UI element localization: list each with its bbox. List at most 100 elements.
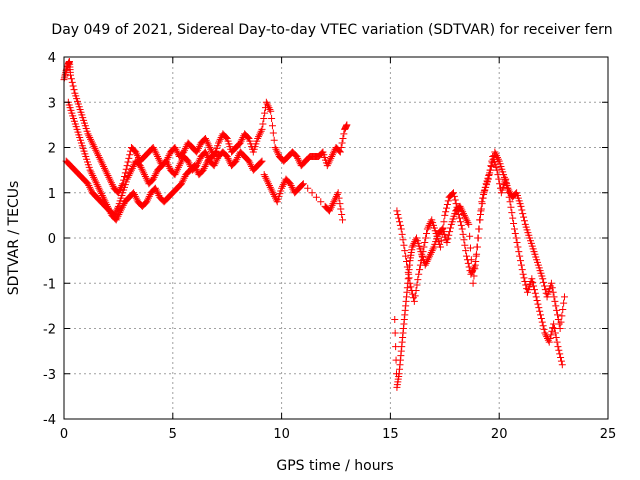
data-point-interp [165, 152, 173, 160]
data-point-interp [140, 169, 148, 177]
data-point-interp [559, 305, 567, 313]
data-point-interp [558, 312, 566, 320]
data-point-interp [331, 196, 339, 204]
data-point [90, 175, 98, 183]
data-point-interp [290, 150, 298, 158]
data-point-interp [95, 153, 103, 161]
data-point-interp [154, 190, 162, 198]
data-point-interp [116, 209, 124, 217]
data-point [426, 252, 434, 260]
data-point-interp [162, 196, 170, 204]
data-point-interp [188, 164, 196, 172]
data-point-interp [297, 182, 305, 190]
data-point-interp [512, 234, 520, 242]
data-point-interp [87, 168, 95, 176]
data-point-interp [543, 333, 551, 341]
data-point-interp [142, 174, 150, 182]
data-point-interp [115, 187, 123, 195]
data-point-interp [242, 132, 250, 140]
data-point-interp [509, 214, 517, 222]
data-point-interp [407, 283, 415, 291]
data-point-interp [164, 153, 172, 161]
data-point-interp [90, 191, 98, 199]
data-point-interp [391, 329, 399, 337]
data-point-interp [329, 200, 337, 208]
data-point-interp [418, 252, 426, 260]
data-point-interp [123, 196, 131, 204]
data-point-interp [122, 178, 130, 186]
data-point-interp [94, 150, 102, 158]
data-point-interp [174, 163, 182, 171]
data-point-interp [221, 132, 229, 140]
data-point-interp [255, 133, 263, 141]
data-point-interp [104, 172, 112, 180]
data-point-interp [87, 137, 95, 145]
data-point-interp [278, 182, 286, 190]
data-point-interp [516, 200, 524, 208]
data-point-interp [326, 156, 334, 164]
data-point-interp [424, 223, 432, 231]
data-point-interp [234, 153, 242, 161]
x-tick-label: 25 [600, 427, 617, 442]
data-point [465, 220, 473, 228]
data-point-interp [416, 266, 424, 274]
data-point-interp [168, 146, 176, 154]
data-point-interp [89, 141, 97, 149]
data-point [554, 343, 562, 351]
data-point-interp [195, 143, 203, 151]
data-point-interp [534, 300, 542, 308]
data-point-interp [257, 158, 265, 166]
data-point-interp [473, 243, 481, 251]
data-point-interp [186, 141, 194, 149]
data-point [460, 211, 468, 219]
data-point-interp [549, 288, 557, 296]
data-point-interp [507, 203, 515, 211]
data-point-interp [85, 132, 93, 140]
data-point-interp [436, 240, 444, 248]
data-point-interp [324, 160, 332, 168]
data-point-interp [336, 200, 344, 208]
data-point-interp [101, 197, 109, 205]
data-point-interp [126, 151, 134, 159]
data-point-interp [149, 187, 157, 195]
data-point-interp [513, 239, 521, 247]
data-point-interp [517, 257, 525, 265]
data-point-interp [503, 184, 511, 192]
data-point-interp [511, 229, 519, 237]
data-point-interp [464, 259, 472, 267]
series-arc-A [60, 58, 351, 197]
data-point-interp [85, 182, 93, 190]
data-point-interp [470, 265, 478, 273]
data-point-interp [461, 241, 469, 249]
data-point-interp [92, 179, 100, 187]
data-point-interp [274, 149, 282, 157]
data-point-interp [538, 272, 546, 280]
data-point-interp [530, 282, 538, 290]
data-point-interp [110, 213, 118, 221]
data-point-interp [197, 169, 205, 177]
data-point-interp [333, 191, 341, 199]
data-point-interp [102, 199, 110, 207]
data-point-interp [514, 243, 522, 251]
data-point-interp [272, 145, 280, 153]
data-point-interp [204, 140, 212, 148]
data-point-interp [446, 224, 454, 232]
data-point-interp [486, 166, 494, 174]
y-tick-label: 1 [48, 187, 56, 202]
data-point-interp [98, 159, 106, 167]
data-point-interp [325, 158, 333, 166]
data-point [127, 166, 135, 174]
data-point [267, 107, 275, 115]
data-point-interp [539, 322, 547, 330]
data-point-interp [398, 230, 406, 238]
data-point-interp [395, 372, 403, 380]
data-point-interp [103, 170, 111, 178]
data-point-interp [229, 146, 237, 154]
data-point-interp [238, 150, 246, 158]
data-point-interp [150, 173, 158, 181]
series-arc-D [260, 171, 347, 224]
data-point-interp [256, 159, 264, 167]
data-point-interp [213, 156, 221, 164]
